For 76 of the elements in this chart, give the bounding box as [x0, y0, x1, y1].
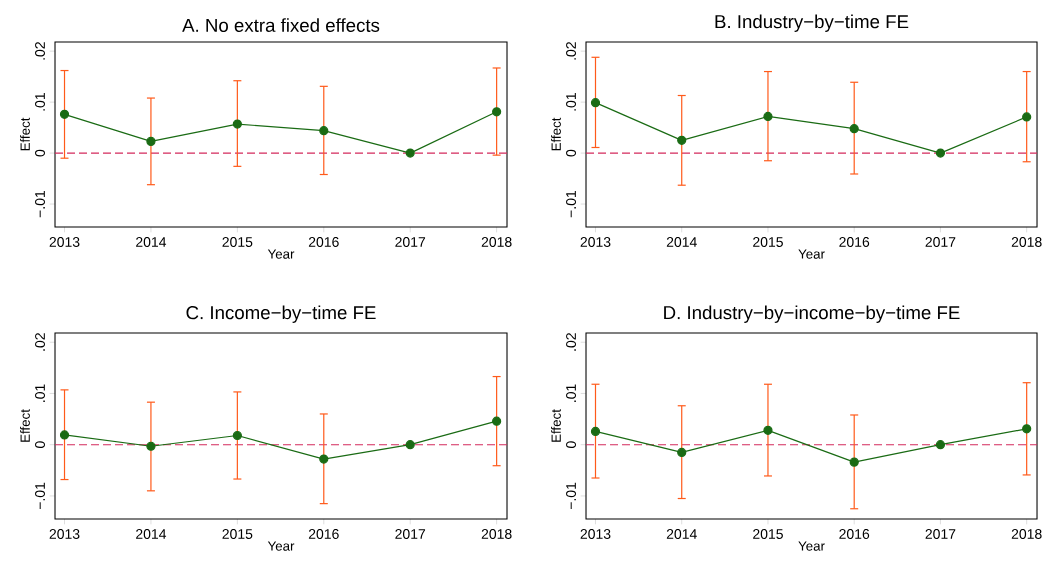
x-tick-label: 2017 — [925, 529, 956, 539]
chart-title: B. Industry−by−time FE — [715, 14, 909, 32]
y-tick-label: 0 — [35, 441, 45, 449]
y-tick-label: .01 — [566, 93, 576, 111]
chart-title: D. Industry−by−income−by−time FE — [664, 305, 960, 323]
point — [935, 440, 946, 450]
x-tick-label: 2013 — [49, 237, 80, 247]
x-tick-label: 2014 — [666, 529, 697, 539]
x-tick-label: 2016 — [308, 237, 339, 247]
point — [232, 119, 242, 129]
x-tick-label: 2017 — [395, 529, 426, 539]
x-axis-title: Year — [798, 249, 825, 259]
x-tick-label: 2018 — [1011, 529, 1042, 539]
y-tick-label: 0 — [35, 149, 45, 157]
point — [849, 124, 859, 134]
point — [492, 107, 502, 117]
y-axis-title: Effect — [551, 117, 561, 151]
chart-title: C. Income−by−time FE — [186, 305, 376, 323]
y-axis-title: Effect — [20, 117, 30, 151]
y-tick-label: 0 — [566, 441, 576, 449]
x-tick-label: 2014 — [136, 529, 167, 539]
point — [763, 425, 773, 435]
y-tick-label: .01 — [35, 384, 45, 402]
y-tick-label: −.01 — [566, 190, 576, 218]
y-tick-label: −.01 — [566, 482, 576, 510]
x-tick-label: 2018 — [1011, 237, 1042, 247]
point — [319, 126, 329, 136]
x-tick-label: 2018 — [481, 237, 512, 247]
point — [1022, 424, 1032, 434]
x-tick-label: 2018 — [481, 529, 512, 539]
point — [677, 447, 687, 457]
point — [59, 430, 70, 440]
point — [232, 430, 242, 441]
point — [405, 148, 415, 158]
point — [763, 111, 773, 121]
x-tick-label: 2016 — [308, 529, 339, 539]
x-tick-label: 2016 — [839, 237, 870, 247]
x-axis-title: Year — [267, 541, 295, 551]
x-tick-label: 2015 — [753, 529, 783, 539]
x-tick-label: 2015 — [222, 237, 253, 247]
point — [59, 109, 70, 119]
point — [405, 440, 415, 450]
point — [492, 416, 502, 426]
x-tick-label: 2015 — [222, 529, 253, 539]
x-tick-label: 2017 — [925, 237, 956, 247]
point — [677, 135, 687, 145]
y-axis-title: Effect — [551, 409, 561, 442]
x-axis-title: Year — [267, 249, 295, 259]
y-tick-label: .02 — [35, 42, 45, 60]
y-tick-label: .01 — [566, 384, 576, 402]
point — [849, 457, 859, 467]
x-tick-label: 2017 — [395, 237, 426, 247]
x-tick-label: 2014 — [666, 237, 697, 247]
point — [146, 136, 156, 146]
y-tick-label: .02 — [566, 333, 576, 351]
y-tick-label: 0 — [566, 149, 576, 157]
point — [146, 441, 156, 451]
x-tick-label: 2014 — [136, 237, 167, 247]
y-tick-label: .01 — [35, 93, 45, 111]
point — [1022, 112, 1032, 122]
y-tick-label: .02 — [566, 42, 576, 60]
chart-title: A. No extra fixed effects — [182, 18, 380, 32]
x-tick-label: 2016 — [839, 529, 870, 539]
x-tick-label: 2013 — [580, 237, 611, 247]
x-tick-label: 2013 — [580, 529, 611, 539]
y-tick-label: −.01 — [35, 482, 45, 510]
x-tick-label: 2015 — [753, 237, 783, 247]
x-tick-label: 2013 — [49, 529, 80, 539]
point — [935, 148, 946, 158]
y-axis-title: Effect — [20, 409, 30, 442]
point — [590, 98, 601, 108]
point — [319, 454, 329, 464]
point — [590, 426, 601, 436]
y-tick-label: −.01 — [35, 190, 45, 218]
x-axis-title: Year — [798, 541, 825, 551]
y-tick-label: .02 — [35, 333, 45, 351]
